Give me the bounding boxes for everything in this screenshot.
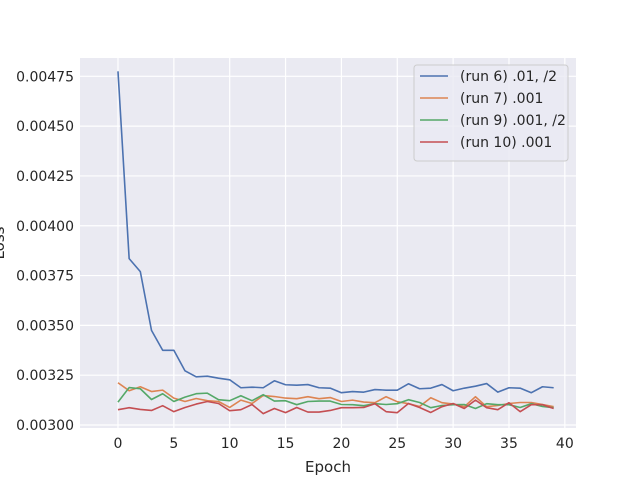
legend: (run 6) .01, /2 (run 7) .001 (run 9) .001,… xyxy=(413,64,569,162)
series-line-1 xyxy=(117,71,554,394)
legend-label: (run 9) .001, /2 xyxy=(460,113,566,129)
series-line-4 xyxy=(117,399,554,415)
x-axis-label: Epoch xyxy=(305,458,351,476)
x-tick-label: 40 xyxy=(556,436,574,452)
x-tick-label: 10 xyxy=(221,436,239,452)
series-line-2 xyxy=(117,382,554,409)
x-tick-label: 0 xyxy=(114,436,123,452)
x-tick-label: 5 xyxy=(169,436,178,452)
x-tick-label: 25 xyxy=(388,436,406,452)
x-axis-ticks: 0 5 10 15 20 25 30 35 40 xyxy=(114,436,574,452)
y-tick-label: 0.00475 xyxy=(16,69,74,85)
x-tick-label: 20 xyxy=(332,436,350,452)
series-line-3 xyxy=(117,386,554,410)
y-axis-label: Loss xyxy=(0,226,8,259)
x-tick-label: 35 xyxy=(500,436,518,452)
x-tick-label: 30 xyxy=(444,436,462,452)
legend-label: (run 7) .001 xyxy=(460,91,543,107)
y-tick-label: 0.00300 xyxy=(16,418,74,434)
legend-label: (run 10) .001 xyxy=(460,135,552,151)
legend-box xyxy=(413,64,569,162)
y-tick-label: 0.00350 xyxy=(16,318,74,334)
y-tick-label: 0.00425 xyxy=(16,169,74,185)
y-axis-ticks: 0.00300 0.00325 0.00350 0.00375 0.00400 0.004… xyxy=(16,69,74,434)
y-tick-label: 0.00375 xyxy=(16,269,74,285)
y-tick-label: 0.00450 xyxy=(16,119,74,135)
y-tick-label: 0.00325 xyxy=(16,368,74,384)
series-layer xyxy=(117,71,554,415)
legend-label: (run 6) .01, /2 xyxy=(460,69,557,85)
y-tick-label: 0.00400 xyxy=(16,219,74,235)
x-tick-label: 15 xyxy=(277,436,295,452)
